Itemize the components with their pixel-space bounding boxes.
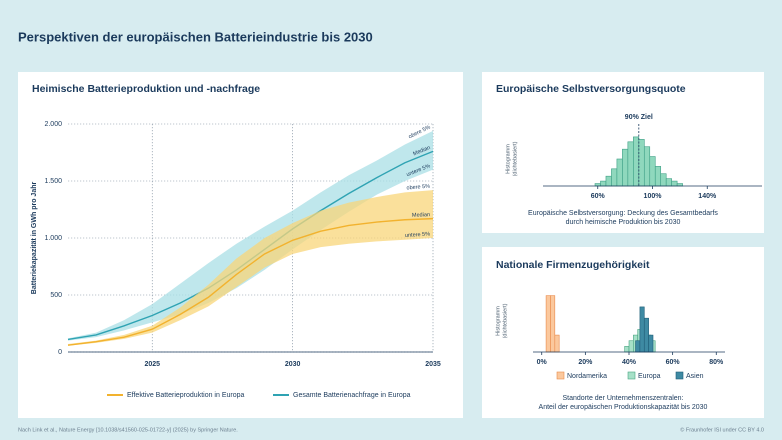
histogram-bar (649, 156, 656, 187)
legend-swatch (627, 371, 636, 380)
histogram-bar (633, 136, 640, 187)
histogram-bar (654, 166, 662, 187)
x-tick-label: 2030 (285, 361, 301, 368)
histogram-bar (648, 334, 654, 353)
y-tick-label: 0 (58, 349, 62, 356)
histogram-bar (554, 334, 560, 353)
x-tick-label: 40% (622, 359, 637, 366)
histogram-bar (639, 306, 645, 353)
x-tick-label: 60% (666, 359, 681, 366)
band-annotation: Median (412, 212, 430, 219)
histogram-bar (643, 146, 651, 187)
x-tick-label: 140% (698, 193, 717, 200)
legend-swatch (556, 371, 565, 380)
x-tick-label: 60% (591, 193, 606, 200)
x-axis-label: Anteil der europäischen Produktionskapaz… (539, 404, 708, 411)
y-axis-label: (dichtebasiert) (512, 141, 518, 176)
x-tick-label: 100% (644, 193, 663, 200)
target-label: 90% Ziel (625, 114, 653, 121)
histogram-bar (616, 158, 623, 187)
histogram-bar (628, 340, 634, 353)
histogram-bar (638, 139, 645, 187)
y-axis-label: Histogramm (495, 306, 501, 336)
panel-title: Heimische Batterieproduktion und -nachfr… (32, 83, 260, 95)
histogram-bar (545, 295, 551, 353)
y-tick-label: 1.500 (44, 178, 62, 185)
uncertainty-band (68, 130, 433, 341)
legend-swatch (675, 371, 684, 380)
panel-title: Nationale Firmenzugehörigkeit (496, 259, 650, 271)
legend-label: Gesamte Batterienachfrage in Europa (293, 392, 411, 399)
x-tick-label: 20% (578, 359, 593, 366)
histogram-bar (624, 346, 630, 353)
panel-title: Europäische Selbstversorgungsquote (496, 83, 686, 95)
x-tick-label: 80% (709, 359, 724, 366)
histogram-bar (643, 317, 649, 353)
x-tick-label: 0% (537, 359, 548, 366)
footer-source: Nach Link et al., Nature Energy [10.1038… (18, 427, 238, 433)
histogram-bar (627, 141, 634, 187)
y-tick-label: 2.000 (44, 121, 62, 128)
histogram-bar (605, 175, 612, 187)
histogram-bar (550, 295, 556, 353)
x-axis-label: Standorte der Unternehmenszentralen: (562, 395, 683, 402)
x-axis-label: durch heimische Produktion bis 2030 (566, 219, 681, 226)
x-axis-label: Europäische Selbstversorgung: Deckung de… (528, 210, 718, 217)
histogram-bar (622, 148, 629, 187)
page-title: Perspektiven der europäischen Batteriein… (18, 29, 373, 44)
histogram-bar (665, 178, 672, 187)
band-annotation: obere 5% (406, 184, 430, 192)
median-line (67, 217, 434, 346)
histogram-bar (635, 340, 641, 353)
legend-label: Effektive Batterieproduktion in Europa (127, 392, 244, 399)
uncertainty-band (68, 190, 433, 346)
footer-credit: © Fraunhofer ISI under CC BY 4.0 (680, 426, 764, 433)
x-tick-label: 2025 (144, 361, 160, 368)
y-axis-label: (dichtebasiert) (502, 303, 508, 338)
y-axis-label: Batteriekapazität in GWh pro Jahr (31, 182, 38, 295)
legend-label: Asien (686, 373, 704, 380)
y-tick-label: 1.000 (44, 235, 62, 242)
band-annotation: untere 5% (405, 231, 431, 239)
histogram-bar (660, 173, 667, 187)
legend-label: Nordamerika (567, 373, 607, 380)
histogram-bar (671, 180, 678, 187)
panel (482, 247, 764, 418)
y-tick-label: 500 (50, 292, 62, 299)
x-tick-label: 2035 (425, 361, 441, 368)
histogram-bar (611, 168, 618, 187)
legend-label: Europa (638, 373, 661, 380)
y-axis-label: Histogramm (505, 144, 511, 174)
histogram-bar (600, 180, 607, 187)
